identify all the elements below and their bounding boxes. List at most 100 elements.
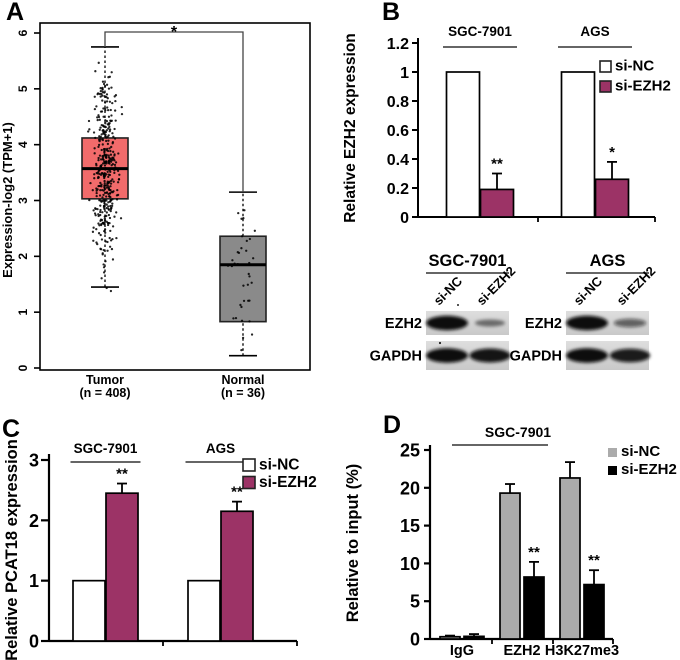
- bar-D-H3K27me3-si-EZH2: [583, 583, 605, 640]
- bar-C-AGS-si-EZH2: [220, 510, 254, 642]
- y-tick-label: 5: [16, 85, 30, 92]
- legend-label: si-NC: [259, 457, 299, 474]
- blot-group-label: SGC-7901: [429, 252, 507, 270]
- y-tick-label: 2: [29, 511, 39, 531]
- y-tick-label: 3: [29, 450, 39, 470]
- y-tick-label: 0.6: [387, 123, 409, 140]
- group-label: AGS: [206, 441, 235, 456]
- significance-star: **: [491, 156, 503, 173]
- blot-row-label: EZH2: [525, 316, 562, 332]
- y-tick-label: 0: [29, 631, 39, 651]
- x-category-label: Normal: [221, 373, 264, 387]
- y-axis-title: Relative PCAT18 expression: [3, 439, 21, 660]
- x-category-label: EZH2: [503, 643, 540, 659]
- significance-star: **: [528, 544, 540, 561]
- y-tick-label: 0: [410, 629, 420, 649]
- group-label: AGS: [580, 24, 609, 39]
- chart-header: SGC-7901: [485, 424, 551, 440]
- panel-a-letter: A: [6, 0, 25, 26]
- bar-D-IgG-si-EZH2: [463, 635, 485, 640]
- y-tick-label: 0.8: [387, 94, 409, 111]
- blot-row-label: GAPDH: [510, 349, 562, 365]
- y-tick-label: 3: [16, 197, 30, 204]
- legend-swatch: [242, 475, 256, 490]
- y-axis-title: Relative to input (%): [344, 464, 362, 623]
- bar-D-EZH2-si-NC: [499, 492, 521, 640]
- bar-B-SGC-7901-si-NC: [445, 71, 481, 218]
- bar-B-AGS-si-EZH2: [594, 178, 630, 218]
- y-tick-label: 4: [16, 141, 30, 148]
- bar-C-SGC-7901-si-NC: [72, 579, 106, 642]
- legend-label: si-NC: [615, 58, 654, 75]
- protein-band: [613, 318, 647, 328]
- blot-row-label: EZH2: [385, 316, 422, 332]
- blot-lane-label: si-NC: [431, 273, 466, 308]
- y-tick-label: 0: [400, 210, 409, 227]
- x-category-label: IgG: [450, 643, 474, 659]
- panel-c-letter: C: [2, 415, 21, 443]
- significance-star: **: [116, 466, 128, 483]
- legend-label: si-NC: [621, 443, 660, 460]
- y-tick-label: 1: [29, 571, 39, 591]
- legend-label: si-EZH2: [621, 461, 677, 478]
- bar-D-EZH2-si-EZH2: [523, 576, 545, 640]
- y-tick-label: 0: [16, 364, 30, 371]
- protein-band: [474, 319, 506, 327]
- significance-bracket: [104, 31, 244, 192]
- film-speck: [457, 304, 459, 306]
- significance-star: *: [171, 24, 178, 41]
- y-tick-label: 10: [400, 554, 420, 574]
- significance-star: **: [588, 552, 600, 569]
- bar-B-SGC-7901-si-EZH2: [479, 188, 515, 218]
- film-speck: [438, 341, 442, 345]
- y-tick-label: 0.4: [387, 152, 409, 169]
- y-tick-label: 25: [400, 440, 420, 460]
- normal-box: [219, 235, 267, 323]
- x-category-sublabel: (n = 408): [79, 386, 130, 400]
- bar-C-AGS-si-NC: [187, 579, 221, 642]
- y-tick-label: 5: [410, 592, 420, 612]
- legend-swatch: [608, 448, 617, 457]
- y-axis-title: Relative EZH2 expression: [342, 33, 359, 223]
- protein-band: [469, 348, 511, 363]
- protein-band: [426, 315, 468, 331]
- legend-swatch: [608, 466, 617, 475]
- legend-label: si-EZH2: [615, 78, 671, 95]
- protein-band: [566, 348, 608, 363]
- legend-swatch: [599, 80, 612, 93]
- protein-band: [609, 348, 651, 363]
- significance-star: **: [231, 484, 243, 501]
- y-tick-label: 2: [16, 253, 30, 260]
- blot-lane-label: si-EZH2: [614, 263, 659, 308]
- plot-frame: [39, 22, 311, 371]
- bar-D-H3K27me3-si-NC: [559, 477, 581, 640]
- x-category-label: Tumor: [86, 373, 124, 387]
- y-tick-label: 20: [400, 478, 420, 498]
- y-tick-label: 1: [16, 309, 30, 316]
- panel-b-barchart: 0 0.2 0.4 0.6 0.8 1 1.2 ** SGC-7901 * AGS si-NC si-E…: [342, 24, 671, 227]
- blot-lane-label: si-NC: [571, 273, 606, 308]
- panel-d-barchart: 0 5 10 15 20 25 IgG ** EZH2 ** H3K27me3 SGC-7901 si-…: [344, 424, 677, 659]
- bar-D-IgG-si-NC: [439, 635, 461, 640]
- panel-b-letter: B: [382, 0, 401, 26]
- protein-band: [566, 315, 608, 331]
- protein-band: [426, 348, 468, 363]
- x-category-sublabel: (n = 36): [221, 386, 265, 400]
- group-label: SGC-7901: [448, 24, 512, 39]
- y-tick-label: 1: [400, 65, 409, 82]
- bar-C-SGC-7901-si-EZH2: [105, 492, 139, 642]
- y-tick-label: 6: [16, 29, 30, 36]
- y-axis-title: Expression-log2 (TPM+1): [0, 122, 15, 278]
- group-label: SGC-7901: [74, 441, 138, 456]
- y-tick-label: 15: [400, 516, 420, 536]
- scatter-points-tumor: [87, 61, 124, 293]
- y-tick-label: 1.2: [387, 36, 409, 53]
- blot-lane-label: si-EZH2: [474, 263, 519, 308]
- legend-swatch: [599, 60, 612, 73]
- scatter-points-normal: [226, 209, 256, 352]
- legend-swatch: [242, 458, 256, 472]
